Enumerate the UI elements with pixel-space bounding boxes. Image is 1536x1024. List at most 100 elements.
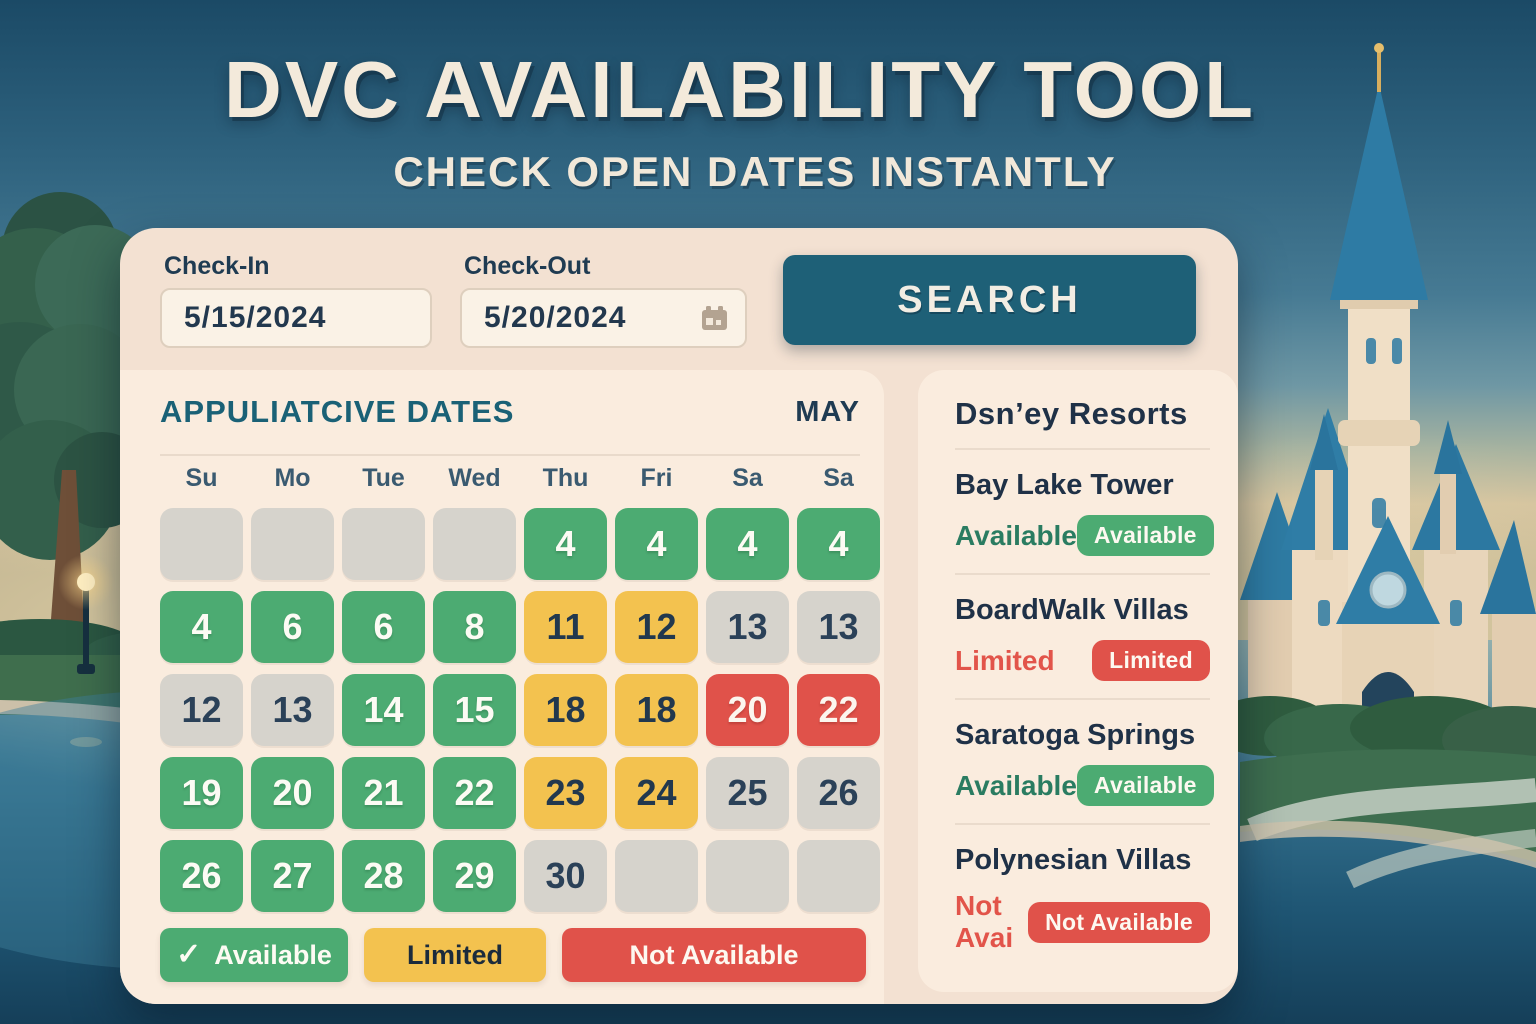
- calendar-day-cell[interactable]: 29: [433, 840, 516, 912]
- calendar-day-cell[interactable]: 4: [615, 508, 698, 580]
- resorts-heading: Dsn’ey Resorts: [955, 396, 1188, 431]
- resort-status-badge: Limited: [1092, 640, 1210, 681]
- calendar-day-cell[interactable]: 11: [524, 591, 607, 663]
- calendar-day-cell[interactable]: 4: [160, 591, 243, 663]
- day-header: Su: [185, 464, 218, 492]
- resort-name: BoardWalk Villas: [955, 594, 1189, 626]
- calendar-day-cell[interactable]: 19: [160, 757, 243, 829]
- day-header: Mo: [274, 464, 311, 492]
- calendar-empty-cell: [251, 508, 334, 580]
- check-out-label: Check-Out: [464, 252, 591, 280]
- calendar-day-cell[interactable]: 4: [797, 508, 880, 580]
- page-title: DVC AVAILABILITY TOOL: [224, 45, 1256, 134]
- calendar-legend: ✓ Available Limited Not Available: [160, 928, 866, 982]
- day-header: Sa: [823, 464, 854, 492]
- day-header: Sa: [732, 464, 763, 492]
- day-header: Thu: [542, 464, 589, 492]
- resort-status-text: Available: [955, 769, 1077, 801]
- calendar-day-cell[interactable]: 4: [706, 508, 789, 580]
- check-in-input[interactable]: 5/15/2024: [160, 288, 432, 348]
- check-in-label: Check-In: [164, 252, 270, 280]
- calendar-day-cell[interactable]: 24: [615, 757, 698, 829]
- calendar-day-cell[interactable]: 18: [615, 674, 698, 746]
- check-out-input[interactable]: 5/20/2024: [460, 288, 747, 348]
- calendar-empty-cell: [797, 840, 880, 912]
- calendar-day-cell[interactable]: 13: [251, 674, 334, 746]
- day-header: Fri: [640, 464, 673, 492]
- legend-label: Limited: [406, 939, 503, 970]
- page-subtitle: CHECK OPEN DATES INSTANTLY: [393, 148, 1117, 195]
- calendar-day-cell[interactable]: 6: [251, 591, 334, 663]
- resort-status-row: Available Available: [955, 515, 1214, 556]
- legend-available: ✓ Available: [160, 928, 348, 982]
- day-header: Tue: [362, 464, 405, 492]
- calendar-day-cell[interactable]: 13: [797, 591, 880, 663]
- calendar-day-cell[interactable]: 26: [797, 757, 880, 829]
- calendar-day-cell[interactable]: 21: [342, 757, 425, 829]
- resort-status-text: Available: [955, 519, 1077, 551]
- resort-item: Polynesian Villas Not Avai Not Available: [955, 823, 1210, 954]
- resort-status-row: Available Available: [955, 765, 1214, 806]
- calendar-empty-cell: [160, 508, 243, 580]
- calendar-day-cell[interactable]: 12: [615, 591, 698, 663]
- calendar-day-cell[interactable]: 23: [524, 757, 607, 829]
- check-out-value: 5/20/2024: [484, 301, 627, 334]
- calendar-day-cell[interactable]: 14: [342, 674, 425, 746]
- calendar-month-label: MAY: [795, 395, 860, 428]
- calendar-empty-cell: [342, 508, 425, 580]
- calendar-icon: [702, 306, 727, 330]
- resort-list: Bay Lake Tower Available Available BoardWal…: [955, 448, 1214, 954]
- resort-item: Bay Lake Tower Available Available: [955, 448, 1214, 556]
- calendar-day-cell[interactable]: 22: [797, 674, 880, 746]
- resort-item: BoardWalk Villas Limited Limited: [955, 573, 1210, 681]
- resort-status-badge: Available: [1076, 765, 1214, 806]
- calendar-empty-cell: [433, 508, 516, 580]
- resort-status-badge: Available: [1076, 515, 1214, 556]
- calendar-empty-cell: [706, 840, 789, 912]
- lamp-post-illustration: [58, 554, 114, 747]
- resort-item: Saratoga Springs Available Available: [955, 698, 1214, 806]
- calendar-day-cell[interactable]: 25: [706, 757, 789, 829]
- calendar-day-cell[interactable]: 15: [433, 674, 516, 746]
- resort-name: Saratoga Springs: [955, 719, 1196, 751]
- day-of-week-row: Su Mo Tue Wed Thu Fri Sa Sa: [160, 464, 880, 493]
- resort-status-row: Not Avai Not Available: [955, 890, 1210, 954]
- castle-illustration: [1208, 43, 1536, 889]
- calendar-grid: 4 4 4 4 4 6 6 8 11 12 13 13 12 13 14 15 18 18 20 22 19 20 21 22…: [160, 508, 880, 912]
- check-in-value: 5/15/2024: [184, 301, 327, 334]
- calendar-day-cell[interactable]: 6: [342, 591, 425, 663]
- resort-status-text: Not Avai: [955, 890, 1014, 953]
- legend-limited: Limited: [364, 928, 546, 982]
- calendar-day-cell[interactable]: 13: [706, 591, 789, 663]
- booking-panel: Check-In 5/15/2024 Check-Out 5/20/2024 S…: [120, 228, 1238, 1004]
- resort-name: Polynesian Villas: [955, 844, 1192, 876]
- calendar-day-cell[interactable]: 18: [524, 674, 607, 746]
- resort-status-badge: Not Available: [1028, 901, 1210, 943]
- calendar-divider: [160, 454, 860, 456]
- calendar-day-cell[interactable]: 8: [433, 591, 516, 663]
- calendar-day-cell[interactable]: 4: [524, 508, 607, 580]
- resort-status-text: Limited: [955, 644, 1055, 676]
- calendar-header: APPULIATCIVE DATES MAY: [160, 394, 860, 430]
- legend-not-available: Not Available: [562, 928, 866, 982]
- legend-label: Available: [214, 939, 332, 970]
- day-header: Wed: [448, 464, 501, 492]
- resort-name: Bay Lake Tower: [955, 469, 1174, 501]
- calendar-panel: APPULIATCIVE DATES MAY Su Mo Tue Wed Thu Fri S…: [120, 370, 884, 1004]
- calendar-day-cell[interactable]: 30: [524, 840, 607, 912]
- check-icon: ✓: [176, 938, 202, 971]
- calendar-day-cell[interactable]: 27: [251, 840, 334, 912]
- calendar-day-cell[interactable]: 20: [706, 674, 789, 746]
- search-button[interactable]: SEARCH: [783, 255, 1196, 345]
- calendar-day-cell[interactable]: 20: [251, 757, 334, 829]
- calendar-day-cell[interactable]: 26: [160, 840, 243, 912]
- resort-status-row: Limited Limited: [955, 640, 1210, 681]
- calendar-day-cell[interactable]: 28: [342, 840, 425, 912]
- calendar-day-cell[interactable]: 12: [160, 674, 243, 746]
- calendar-day-cell[interactable]: 22: [433, 757, 516, 829]
- calendar-empty-cell: [615, 840, 698, 912]
- calendar-heading: APPULIATCIVE DATES: [160, 394, 515, 429]
- resorts-panel: Dsn’ey Resorts Bay Lake Tower Available Av…: [918, 370, 1238, 992]
- legend-label: Not Available: [629, 939, 799, 970]
